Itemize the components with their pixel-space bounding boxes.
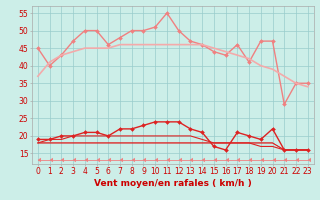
X-axis label: Vent moyen/en rafales ( km/h ): Vent moyen/en rafales ( km/h ) xyxy=(94,179,252,188)
